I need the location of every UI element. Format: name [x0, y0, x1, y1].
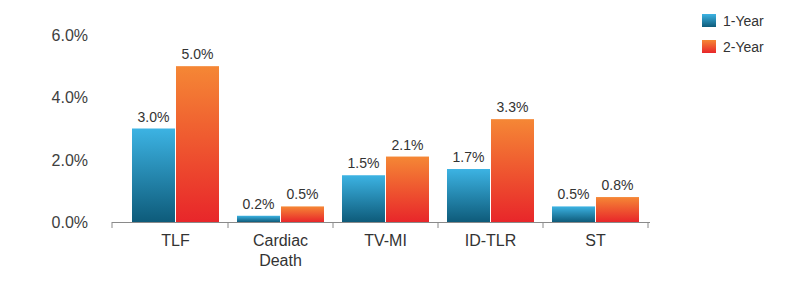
- data-label: 1.7%: [453, 149, 485, 165]
- data-labels: 3.0% 0.2% 1.5% 1.7% 0.5% 5.0% 0.5% 2.1% 3.3% 0.8%: [138, 46, 634, 212]
- x-tick: [543, 222, 544, 228]
- x-tick: [333, 222, 334, 228]
- data-label: 0.5%: [287, 186, 319, 202]
- bar: [342, 175, 385, 222]
- bar: [281, 206, 324, 222]
- bar: [596, 197, 639, 222]
- y-tick-label: 0.0%: [52, 214, 88, 231]
- bar: [132, 129, 175, 223]
- y-tick-label: 4.0%: [52, 89, 88, 106]
- legend-label: 2-Year: [723, 39, 764, 55]
- x-tick-label: CardiacDeath: [253, 232, 308, 269]
- y-axis: 0.0% 2.0% 4.0% 6.0%: [52, 27, 112, 231]
- bar: [552, 206, 595, 222]
- x-tick-label: ST: [585, 232, 606, 249]
- bar: [447, 169, 490, 222]
- x-tick-label: ID-TLR: [465, 232, 517, 249]
- y-tick: [108, 222, 112, 223]
- data-label: 5.0%: [182, 46, 214, 62]
- data-label: 1.5%: [348, 155, 380, 171]
- x-tick: [648, 222, 649, 228]
- x-tick-label: TLF: [161, 232, 190, 249]
- chart: 0.0% 2.0% 4.0% 6.0% 3.0% 0.2% 1.5% 1.7% 0.5% 5.0%…: [0, 0, 800, 286]
- y-tick-label: 6.0%: [52, 27, 88, 44]
- legend-swatch: [702, 40, 716, 53]
- data-label: 0.2%: [243, 196, 275, 212]
- x-tick-label: TV-MI: [364, 232, 407, 249]
- bar: [237, 216, 280, 222]
- y-tick: [108, 97, 112, 98]
- bar: [176, 66, 219, 222]
- y-tick: [108, 35, 112, 36]
- legend-swatch: [702, 14, 716, 27]
- x-axis-line: [112, 222, 650, 223]
- x-tick: [438, 222, 439, 228]
- bar: [386, 157, 429, 222]
- x-tick: [112, 222, 113, 228]
- y-tick: [108, 159, 112, 160]
- x-axis: TLF CardiacDeath TV-MI ID-TLR ST: [112, 222, 650, 269]
- data-label: 0.8%: [602, 177, 634, 193]
- y-tick-label: 2.0%: [52, 152, 88, 169]
- legend: 1-Year 2-Year: [702, 13, 764, 55]
- bars: [132, 66, 639, 222]
- bar: [491, 119, 534, 222]
- data-label: 3.0%: [138, 109, 170, 125]
- data-label: 3.3%: [497, 99, 529, 115]
- x-tick: [228, 222, 229, 228]
- data-label: 2.1%: [392, 137, 424, 153]
- legend-label: 1-Year: [723, 13, 764, 29]
- data-label: 0.5%: [558, 186, 590, 202]
